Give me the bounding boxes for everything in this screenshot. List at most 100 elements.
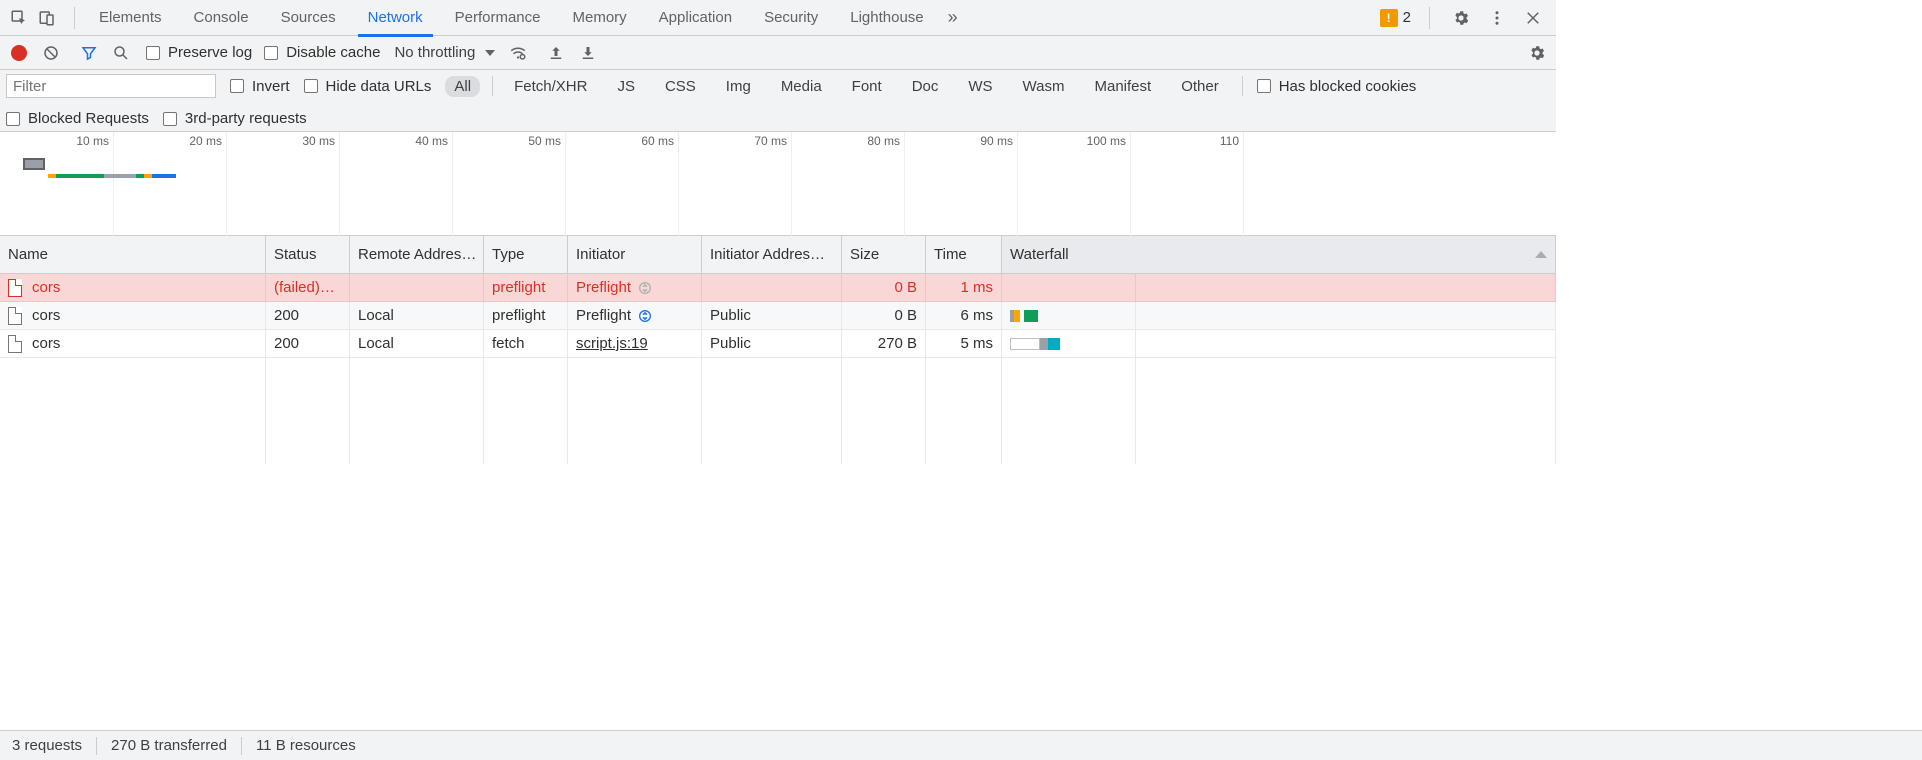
overview-bar: [64, 174, 104, 178]
col-time[interactable]: Time: [926, 236, 1002, 273]
overview-tick-label: 80 ms: [867, 134, 900, 148]
overview-bar: [144, 174, 152, 178]
overview-tick-label: 10 ms: [76, 134, 109, 148]
disable-cache-checkbox[interactable]: Disable cache: [264, 44, 380, 61]
overview-tick: 40 ms: [452, 132, 453, 236]
upload-har-icon[interactable]: [543, 40, 569, 66]
preflight-icon: [637, 308, 653, 324]
cell-initiator-addr: Public: [702, 330, 842, 358]
col-initiator[interactable]: Initiator: [568, 236, 702, 273]
issues-count: 2: [1403, 9, 1411, 26]
table-row[interactable]: cors200LocalpreflightPreflightPublic0 B6…: [0, 302, 1556, 330]
cell-initiator-addr: Public: [702, 302, 842, 330]
divider: [1242, 76, 1243, 96]
network-conditions-icon[interactable]: [505, 40, 531, 66]
third-party-label: 3rd-party requests: [185, 110, 307, 127]
invert-checkbox[interactable]: Invert: [230, 78, 290, 95]
col-type[interactable]: Type: [484, 236, 568, 273]
tab-elements[interactable]: Elements: [83, 0, 178, 36]
type-pill-js[interactable]: JS: [608, 76, 644, 97]
network-statusbar: 3 requests 270 B transferred 11 B resour…: [0, 730, 1922, 760]
tabs-overflow-icon[interactable]: »: [940, 5, 966, 31]
settings-gear-icon[interactable]: [1448, 5, 1474, 31]
throttling-select[interactable]: No throttling: [386, 41, 499, 65]
tab-security[interactable]: Security: [748, 0, 834, 36]
type-pill-wasm[interactable]: Wasm: [1014, 76, 1074, 97]
type-pill-ws[interactable]: WS: [959, 76, 1001, 97]
col-waterfall[interactable]: Waterfall: [1002, 236, 1556, 273]
cell-remote: [350, 274, 484, 302]
overview-tick: 80 ms: [904, 132, 905, 236]
tab-lighthouse[interactable]: Lighthouse: [834, 0, 939, 36]
clear-icon[interactable]: [38, 40, 64, 66]
type-pill-font[interactable]: Font: [843, 76, 891, 97]
cell-time: 1 ms: [926, 274, 1002, 302]
col-size[interactable]: Size: [842, 236, 926, 273]
type-pill-img[interactable]: Img: [717, 76, 760, 97]
cell-type: preflight: [484, 302, 568, 330]
type-pill-media[interactable]: Media: [772, 76, 831, 97]
table-row[interactable]: cors(failed)…preflightPreflight0 B1 ms: [0, 274, 1556, 302]
status-requests: 3 requests: [12, 737, 82, 754]
type-pill-doc[interactable]: Doc: [903, 76, 948, 97]
tab-network[interactable]: Network: [352, 0, 439, 36]
initiator-link[interactable]: script.js:19: [576, 335, 648, 352]
third-party-checkbox[interactable]: 3rd-party requests: [163, 110, 307, 127]
overview-tick-label: 70 ms: [754, 134, 787, 148]
download-har-icon[interactable]: [575, 40, 601, 66]
divider: [74, 7, 75, 29]
col-status[interactable]: Status: [266, 236, 350, 273]
issues-badge[interactable]: ! 2: [1380, 7, 1411, 29]
tab-application[interactable]: Application: [643, 0, 748, 36]
filter-input[interactable]: [6, 74, 216, 98]
overview-selection[interactable]: [23, 158, 45, 170]
overview-tick: 110: [1243, 132, 1244, 236]
close-icon[interactable]: [1520, 5, 1546, 31]
overview-tick-label: 50 ms: [528, 134, 561, 148]
record-button[interactable]: [6, 40, 32, 66]
overview-tick-label: 30 ms: [302, 134, 335, 148]
tab-console[interactable]: Console: [178, 0, 265, 36]
file-icon: [8, 335, 22, 353]
type-pill-css[interactable]: CSS: [656, 76, 705, 97]
device-toolbar-icon[interactable]: [34, 5, 60, 31]
devtools-tabstrip: ElementsConsoleSourcesNetworkPerformance…: [0, 0, 1556, 36]
cell-initiator: Preflight: [568, 302, 702, 330]
cell-initiator-addr: [702, 274, 842, 302]
disable-cache-label: Disable cache: [286, 44, 380, 61]
inspect-element-icon[interactable]: [6, 5, 32, 31]
type-pill-all[interactable]: All: [445, 76, 480, 97]
col-initiator-address[interactable]: Initiator Addres…: [702, 236, 842, 273]
tab-sources[interactable]: Sources: [265, 0, 352, 36]
type-pill-fetchxhr[interactable]: Fetch/XHR: [505, 76, 596, 97]
overview-bar: [114, 174, 136, 178]
tab-performance[interactable]: Performance: [439, 0, 557, 36]
filter-funnel-icon[interactable]: [76, 40, 102, 66]
overview-tick: 70 ms: [791, 132, 792, 236]
tab-memory[interactable]: Memory: [557, 0, 643, 36]
col-name[interactable]: Name: [0, 236, 266, 273]
cell-status: 200: [266, 302, 350, 330]
has-blocked-cookies-checkbox[interactable]: Has blocked cookies: [1257, 78, 1417, 95]
sort-asc-icon: [1535, 251, 1547, 258]
hide-data-urls-checkbox[interactable]: Hide data URLs: [304, 78, 432, 95]
overview-bar: [56, 174, 64, 178]
network-toolbar: Preserve log Disable cache No throttling: [0, 36, 1556, 70]
overview-tick: 60 ms: [678, 132, 679, 236]
preserve-log-checkbox[interactable]: Preserve log: [146, 44, 252, 61]
type-pill-other[interactable]: Other: [1172, 76, 1228, 97]
kebab-menu-icon[interactable]: [1484, 5, 1510, 31]
overview-tick: 20 ms: [226, 132, 227, 236]
overview-bar: [48, 174, 56, 178]
overview-bar: [136, 174, 144, 178]
invert-label: Invert: [252, 78, 290, 95]
network-overview[interactable]: 10 ms 20 ms 30 ms 40 ms 50 ms 60 ms 70 ms 80 ms…: [0, 132, 1556, 236]
blocked-requests-checkbox[interactable]: Blocked Requests: [6, 110, 149, 127]
divider: [241, 737, 242, 755]
type-pill-manifest[interactable]: Manifest: [1086, 76, 1161, 97]
overview-tick: 30 ms: [339, 132, 340, 236]
search-icon[interactable]: [108, 40, 134, 66]
panel-settings-gear-icon[interactable]: [1524, 40, 1550, 66]
table-row[interactable]: cors200Localfetchscript.js:19Public270 B…: [0, 330, 1556, 358]
col-remote-address[interactable]: Remote Addres…: [350, 236, 484, 273]
